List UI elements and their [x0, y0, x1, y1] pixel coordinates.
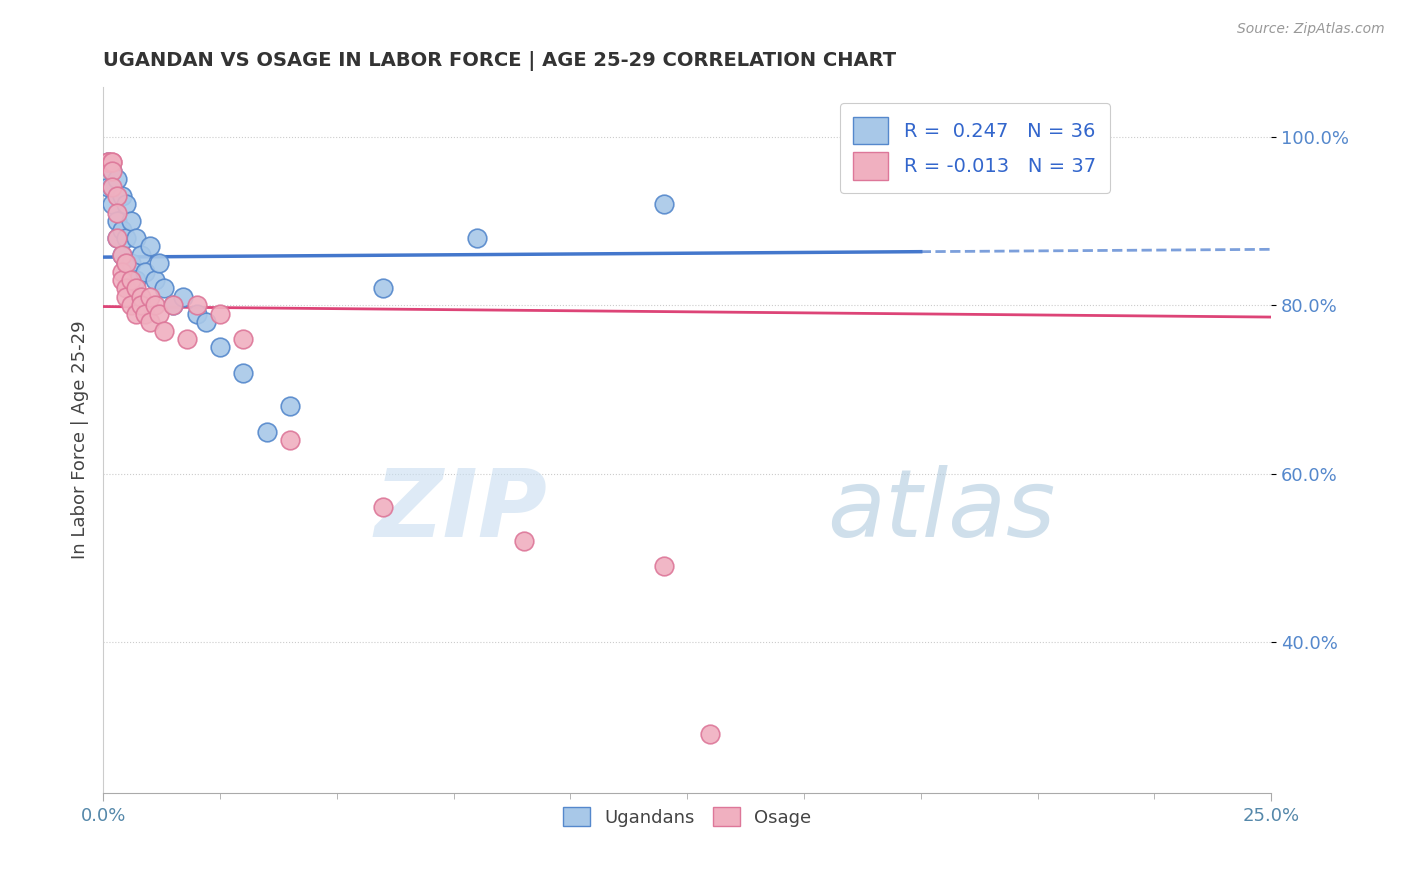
- Point: [101, 163, 124, 178]
- Point: [111, 222, 134, 236]
- Point: [172, 290, 194, 304]
- Point: [232, 332, 254, 346]
- Point: [139, 315, 162, 329]
- Point: [111, 189, 134, 203]
- Point: [101, 180, 124, 194]
- Point: [101, 155, 124, 169]
- Text: Source: ZipAtlas.com: Source: ZipAtlas.com: [1237, 22, 1385, 37]
- Point: [101, 197, 124, 211]
- Point: [256, 425, 278, 439]
- Y-axis label: In Labor Force | Age 25-29: In Labor Force | Age 25-29: [72, 320, 89, 559]
- Point: [134, 307, 156, 321]
- Point: [125, 231, 148, 245]
- Point: [125, 281, 148, 295]
- Point: [176, 332, 198, 346]
- Point: [278, 433, 301, 447]
- Point: [120, 214, 142, 228]
- Point: [115, 256, 138, 270]
- Point: [186, 307, 208, 321]
- Text: ZIP: ZIP: [374, 465, 547, 557]
- Point: [105, 189, 128, 203]
- Text: atlas: atlas: [827, 465, 1056, 556]
- Point: [105, 214, 128, 228]
- Point: [129, 248, 152, 262]
- Point: [97, 180, 120, 194]
- Point: [652, 197, 675, 211]
- Point: [143, 298, 166, 312]
- Point: [101, 155, 124, 169]
- Point: [115, 281, 138, 295]
- Point: [120, 273, 142, 287]
- Point: [111, 248, 134, 262]
- Point: [101, 180, 124, 194]
- Point: [148, 256, 170, 270]
- Point: [129, 290, 152, 304]
- Legend: Ugandans, Osage: Ugandans, Osage: [555, 800, 818, 834]
- Point: [139, 239, 162, 253]
- Point: [97, 155, 120, 169]
- Point: [105, 205, 128, 219]
- Point: [120, 298, 142, 312]
- Point: [97, 155, 120, 169]
- Point: [153, 324, 176, 338]
- Point: [153, 281, 176, 295]
- Point: [105, 231, 128, 245]
- Point: [278, 399, 301, 413]
- Point: [186, 298, 208, 312]
- Point: [208, 307, 231, 321]
- Point: [373, 500, 395, 515]
- Point: [232, 366, 254, 380]
- Point: [910, 155, 932, 169]
- Point: [120, 256, 142, 270]
- Point: [105, 172, 128, 186]
- Point: [162, 298, 184, 312]
- Point: [208, 340, 231, 354]
- Point: [111, 248, 134, 262]
- Text: UGANDAN VS OSAGE IN LABOR FORCE | AGE 25-29 CORRELATION CHART: UGANDAN VS OSAGE IN LABOR FORCE | AGE 25…: [103, 51, 896, 70]
- Point: [699, 727, 721, 741]
- Point: [162, 298, 184, 312]
- Point: [115, 256, 138, 270]
- Point: [105, 231, 128, 245]
- Point: [652, 559, 675, 574]
- Point: [373, 281, 395, 295]
- Point: [115, 290, 138, 304]
- Point: [115, 231, 138, 245]
- Point: [111, 273, 134, 287]
- Point: [125, 307, 148, 321]
- Point: [134, 265, 156, 279]
- Point: [125, 273, 148, 287]
- Point: [97, 155, 120, 169]
- Point: [512, 533, 534, 548]
- Point: [101, 163, 124, 178]
- Point: [148, 307, 170, 321]
- Point: [129, 298, 152, 312]
- Point: [115, 197, 138, 211]
- Point: [111, 265, 134, 279]
- Point: [194, 315, 217, 329]
- Point: [139, 290, 162, 304]
- Point: [465, 231, 488, 245]
- Point: [143, 273, 166, 287]
